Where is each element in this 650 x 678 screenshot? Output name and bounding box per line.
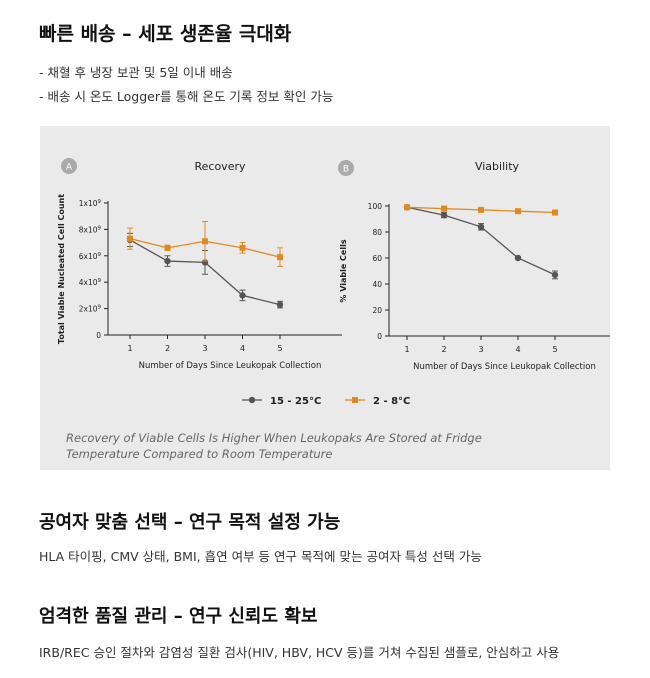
chart-legend: 15 - 25°C 2 - 8°C — [242, 396, 410, 407]
chart-caption: Recovery of Viable Cells Is Higher When … — [66, 430, 586, 462]
chart-viability: B Viability 0 20 40 60 80 100 1 2 3 4 5 Number of Day… — [338, 160, 610, 372]
data-point — [202, 238, 208, 245]
chart-title: Recovery — [194, 160, 245, 173]
x-tick-label: 5 — [552, 345, 557, 354]
y-tick-label: 60 — [372, 254, 382, 263]
chart-badge-label: A — [66, 163, 73, 173]
data-point — [552, 209, 558, 216]
section-text-donor: HLA 타이핑, CMV 상태, BMI, 흡연 여부 등 연구 목적에 맞는 … — [39, 549, 482, 564]
caption-line: Temperature Compared to Room Temperature — [66, 447, 333, 461]
data-point — [276, 301, 284, 308]
x-tick-label: 3 — [478, 345, 483, 354]
x-tick-label: 5 — [277, 344, 282, 353]
x-tick-label: 3 — [202, 344, 207, 353]
y-tick-label: 2x109 — [79, 305, 102, 314]
y-tick-label: 80 — [372, 228, 382, 237]
x-tick-label: 4 — [515, 345, 520, 354]
y-axis-label: Total Viable Nucleated Cell Count — [57, 194, 66, 344]
y-tick-label: 1x109 — [79, 199, 102, 208]
section-text-quality: IRB/REC 승인 절차와 감염성 질환 검사(HIV, HBV, HCV 등… — [39, 645, 560, 660]
bullet-item: - 배송 시 온도 Logger를 통해 온도 기록 정보 확인 가능 — [39, 89, 334, 104]
data-point — [441, 205, 447, 212]
data-point — [277, 254, 283, 261]
legend-label: 2 - 8°C — [373, 396, 410, 407]
data-point — [239, 292, 246, 299]
chart-badge-label: B — [343, 165, 349, 175]
x-axis-label: Number of Days Since Leukopak Collection — [413, 362, 596, 372]
caption-line: Recovery of Viable Cells Is Higher When … — [66, 431, 482, 445]
feature-bullets: - 채혈 후 냉장 보관 및 5일 이내 배송 - 배송 시 온도 Logger… — [39, 64, 333, 112]
page-title: 빠른 배송 – 세포 생존율 극대화 — [39, 23, 292, 45]
chart-title: Viability — [475, 160, 520, 173]
data-point — [478, 206, 484, 213]
chart-badge — [61, 158, 77, 174]
data-point — [551, 271, 559, 279]
y-tick-label: 40 — [372, 280, 382, 289]
y-tick-label: 20 — [372, 306, 382, 315]
legend-marker — [352, 397, 358, 403]
y-tick-label: 100 — [368, 202, 383, 211]
y-tick-label: 0 — [96, 331, 101, 340]
data-point — [127, 235, 133, 242]
chart-badge — [338, 160, 354, 176]
x-tick-label: 2 — [441, 345, 446, 354]
series-line — [406, 206, 556, 276]
chart-recovery: A Recovery 0 2x109 4x109 6x109 8x109 1x109 1 2 3 4 5… — [57, 158, 342, 371]
x-tick-label: 1 — [404, 345, 409, 354]
data-point — [404, 204, 410, 211]
x-tick-label: 1 — [127, 344, 132, 353]
section-title-donor: 공여자 맞춤 선택 – 연구 목적 설정 가능 — [39, 512, 341, 533]
y-tick-label: 6x109 — [79, 252, 102, 261]
data-point — [164, 244, 171, 251]
bullet-item: - 채혈 후 냉장 보관 및 5일 이내 배송 — [39, 65, 233, 80]
chart-panel: A Recovery 0 2x109 4x109 6x109 8x109 1x109 1 2 3 4 5… — [40, 126, 610, 470]
data-point — [440, 211, 448, 219]
data-point — [477, 223, 485, 230]
section-title-quality: 엄격한 품질 관리 – 연구 신뢰도 확보 — [39, 606, 318, 627]
y-axis-label: % Viable Cells — [339, 239, 348, 302]
charts-figure: A Recovery 0 2x109 4x109 6x109 8x109 1x109 1 2 3 4 5… — [57, 158, 610, 407]
data-point — [514, 254, 522, 262]
data-point — [164, 257, 171, 265]
y-tick-label: 4x109 — [79, 278, 102, 287]
data-point — [239, 244, 246, 251]
legend-marker — [248, 396, 256, 404]
x-tick-label: 4 — [240, 344, 245, 353]
legend-label: 15 - 25°C — [270, 396, 321, 407]
data-point — [515, 208, 521, 215]
x-axis-label: Number of Days Since Leukopak Collection — [139, 361, 322, 371]
y-tick-label: 0 — [377, 332, 382, 341]
x-tick-label: 2 — [165, 344, 170, 353]
y-tick-label: 8x109 — [79, 225, 102, 234]
